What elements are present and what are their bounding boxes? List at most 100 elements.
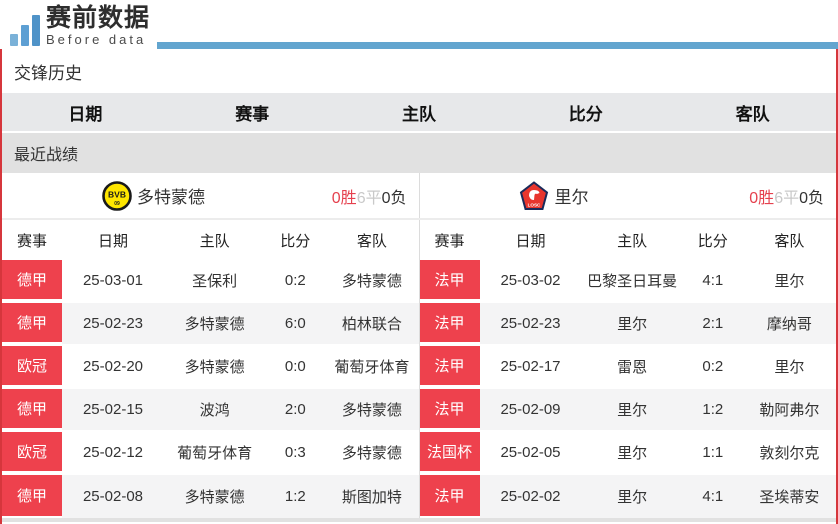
bar-chart-logo-icon [10, 12, 40, 46]
competition-badge: 法甲 [419, 303, 480, 344]
dortmund-crest-icon: BVB 09 [102, 180, 132, 211]
match-score: 4:1 [702, 488, 724, 505]
table-row: 欧冠 25-02-12 葡萄牙体育 0:3 多特蒙德 [2, 432, 419, 475]
right-team-identity: LOSC 里尔 [519, 180, 588, 211]
match-score: 6:0 [284, 315, 306, 332]
competition-badge: 欧冠 [2, 432, 62, 473]
away-team: 多特蒙德 [341, 273, 402, 290]
header-accent-line [157, 42, 838, 49]
match-score: 0:2 [284, 272, 306, 289]
table-row: 德甲 25-02-08 多特蒙德 1:2 斯图加特 [2, 475, 419, 518]
left-team-record: 0胜6平0负 [332, 184, 407, 208]
brand-text: 赛前数据 Before data [46, 4, 151, 47]
match-date: 25-02-12 [82, 444, 144, 461]
match-date: 25-02-23 [82, 315, 144, 332]
competition-badge: 德甲 [2, 475, 62, 518]
table-row: 德甲 25-03-01 圣保利 0:2 多特蒙德 [2, 260, 419, 303]
bottom-strip [2, 518, 836, 522]
competition-badge: 德甲 [2, 389, 62, 430]
left-table-header: 赛事 日期 主队 比分 客队 [2, 220, 419, 260]
brand-title: 赛前数据 [46, 4, 151, 32]
table-row: 德甲 25-02-15 波鸿 2:0 多特蒙德 [2, 389, 419, 432]
right-record-draws: 6平 [774, 189, 800, 207]
match-score: 0:0 [284, 358, 306, 375]
left-team-identity: BVB 09 多特蒙德 [102, 180, 205, 211]
home-team: 多特蒙德 [184, 489, 245, 506]
table-row: 德甲 25-02-23 多特蒙德 6:0 柏林联合 [2, 303, 419, 346]
match-score: 0:2 [702, 358, 724, 375]
away-team: 多特蒙德 [341, 402, 402, 419]
col-score: 比分 [697, 232, 728, 250]
away-team: 葡萄牙体育 [334, 359, 410, 376]
col-competition: 赛事 [434, 232, 465, 250]
competition-badge: 法甲 [419, 389, 480, 430]
home-team: 多特蒙德 [184, 359, 245, 376]
home-team: 里尔 [617, 402, 648, 419]
competition-badge: 法甲 [419, 260, 480, 301]
away-team: 里尔 [774, 273, 805, 290]
match-date: 25-02-02 [500, 488, 561, 505]
left-team-name: 多特蒙德 [136, 188, 205, 207]
competition-badge: 法甲 [419, 346, 480, 387]
home-team: 雷恩 [617, 359, 648, 376]
table-row: 法甲 25-02-09 里尔 1:2 勒阿弗尔 [419, 389, 836, 432]
right-team-summary: LOSC 里尔 0胜6平0负 [418, 173, 837, 218]
col-home: 主队 [199, 232, 230, 250]
home-team: 里尔 [617, 445, 648, 462]
away-team: 敦刻尔克 [759, 445, 820, 462]
table-row: 法国杯 25-02-05 里尔 1:1 敦刻尔克 [419, 432, 836, 475]
match-date: 25-03-01 [82, 272, 144, 289]
logo-bar-small [10, 34, 18, 46]
match-date: 25-02-09 [500, 401, 561, 418]
col-home: 主队 [617, 232, 648, 250]
col-score: 比分 [280, 232, 311, 250]
away-team: 勒阿弗尔 [759, 402, 820, 419]
match-date: 25-02-23 [500, 315, 561, 332]
competition-badge: 法甲 [419, 475, 480, 518]
home-team: 葡萄牙体育 [177, 445, 253, 462]
right-record-wins: 0胜 [749, 189, 775, 207]
away-team: 摩纳哥 [766, 316, 812, 333]
away-team: 多特蒙德 [341, 445, 402, 462]
match-score: 1:2 [284, 488, 306, 505]
home-team: 巴黎圣日耳曼 [587, 273, 678, 290]
match-date: 25-02-17 [500, 358, 561, 375]
right-team-table: 赛事 日期 主队 比分 客队 法甲 25-03-02 巴黎圣日耳曼 4:1 里尔… [418, 220, 836, 518]
left-team-summary: BVB 09 多特蒙德 0胜6平0负 [2, 173, 419, 218]
home-team: 里尔 [617, 316, 648, 333]
svg-text:09: 09 [114, 201, 120, 207]
table-row: 法甲 25-02-23 里尔 2:1 摩纳哥 [419, 303, 836, 346]
home-team: 圣保利 [192, 273, 238, 290]
recent-section-title: 最近战绩 [2, 133, 836, 173]
brand-subtitle: Before data [46, 32, 147, 47]
away-team: 柏林联合 [341, 316, 402, 333]
svg-text:LOSC: LOSC [528, 202, 541, 207]
match-date: 25-02-08 [82, 488, 144, 505]
left-record-draws: 6平 [356, 189, 382, 207]
h2h-col-away: 客队 [735, 104, 770, 124]
table-row: 欧冠 25-02-20 多特蒙德 0:0 葡萄牙体育 [2, 346, 419, 389]
h2h-col-competition: 赛事 [235, 104, 270, 124]
left-record-losses: 0负 [381, 189, 407, 207]
match-date: 25-02-15 [82, 401, 144, 418]
h2h-col-date: 日期 [68, 104, 103, 124]
left-team-table: 赛事 日期 主队 比分 客队 德甲 25-03-01 圣保利 0:2 多特蒙德 … [2, 220, 419, 518]
away-team: 斯图加特 [341, 489, 402, 506]
match-score: 1:2 [702, 401, 724, 418]
right-table-header: 赛事 日期 主队 比分 客队 [419, 220, 836, 260]
competition-badge: 欧冠 [2, 346, 62, 387]
h2h-table-header: 日期 赛事 主队 比分 客队 [2, 93, 836, 133]
match-score: 4:1 [702, 272, 724, 289]
recent-match-tables: 赛事 日期 主队 比分 客队 德甲 25-03-01 圣保利 0:2 多特蒙德 … [2, 218, 836, 518]
svg-text:BVB: BVB [108, 189, 126, 199]
h2h-section-title: 交锋历史 [2, 49, 836, 93]
h2h-col-score: 比分 [568, 104, 603, 124]
brand-bar: 赛前数据 Before data [0, 0, 838, 49]
match-date: 25-02-05 [500, 444, 561, 461]
lille-crest-icon: LOSC [520, 180, 549, 210]
match-score: 2:0 [284, 401, 306, 418]
col-away: 客队 [774, 232, 805, 250]
col-date: 日期 [97, 232, 128, 250]
content-panel: 交锋历史 日期 赛事 主队 比分 客队 最近战绩 BVB 09 多特蒙德 [0, 49, 838, 524]
